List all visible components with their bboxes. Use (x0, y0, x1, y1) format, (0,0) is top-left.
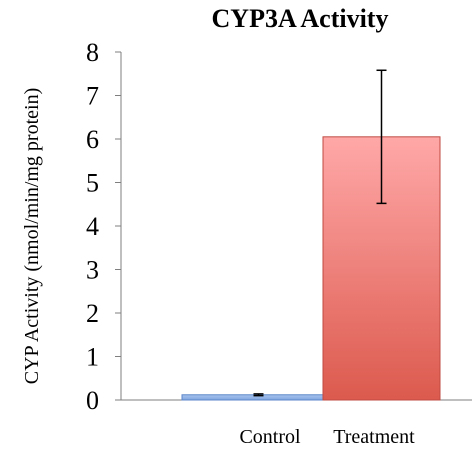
y-axis-label: CYP Activity (nmol/min/mg protein) (21, 88, 43, 384)
y-tick-label: 0 (86, 386, 99, 415)
x-tick-label-control: Control (239, 426, 301, 448)
chart-title: CYP3A Activity (212, 4, 389, 33)
y-tick-label: 1 (86, 343, 99, 372)
x-tick-label-treatment: Treatment (333, 426, 415, 448)
y-tick-label: 5 (86, 169, 99, 198)
bar-control (181, 394, 324, 401)
y-tick-label: 2 (86, 299, 99, 328)
y-tick-label: 7 (86, 82, 99, 111)
y-tick-label: 3 (86, 256, 99, 285)
y-tick-label: 6 (86, 125, 99, 154)
y-tick-label: 4 (86, 212, 99, 241)
y-tick-label: 8 (86, 38, 99, 67)
